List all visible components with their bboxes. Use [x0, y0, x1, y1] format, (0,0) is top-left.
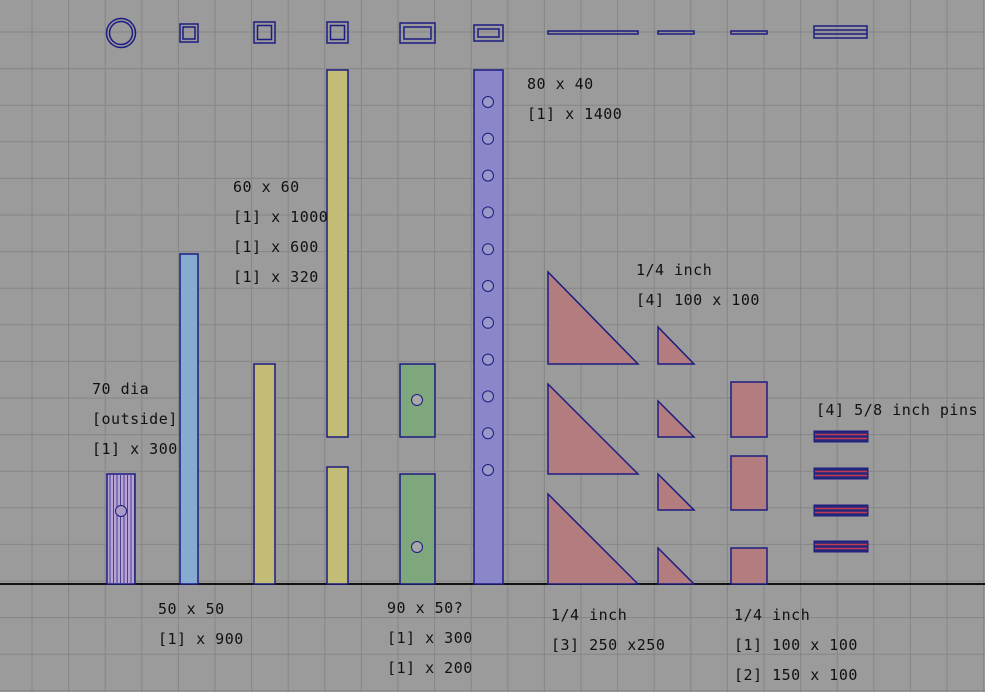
small-triangles [657, 325, 696, 585]
bar-hole [482, 206, 494, 219]
pin-4 [813, 540, 869, 553]
tube-70-dia [106, 473, 136, 585]
triangle-small-4 [657, 546, 696, 585]
plate-150x100-1 [730, 381, 768, 438]
plates-label-qty-100: [1] 100 x 100 [734, 636, 858, 654]
pin-2 [813, 467, 869, 480]
plate-square-edge-view [730, 30, 768, 35]
plates [730, 381, 768, 585]
tri-small-label-qty: [4] 100 x 100 [636, 291, 760, 309]
square-60b-cross-section [326, 21, 349, 44]
bar-hole [482, 169, 494, 182]
sq50-label-qty: [1] x 900 [158, 630, 244, 648]
tube-cross-section [105, 17, 137, 49]
bar-60x60-600 [253, 363, 276, 585]
plate-triangle-edge-view [547, 30, 639, 35]
pin-end-view [813, 25, 868, 39]
square-50-cross-section [179, 23, 199, 43]
rect90-label-size: 90 x 50? [387, 599, 464, 617]
rect90-label-qty-300: [1] x 300 [387, 629, 473, 647]
bar-hole [482, 353, 494, 366]
tube-label-size: 70 dia [92, 380, 150, 398]
plates-label-qty-150: [2] 150 x 100 [734, 666, 858, 684]
tri-large-label-qty: [3] 250 x250 [551, 636, 666, 654]
square-60-cross-section [253, 21, 276, 44]
plate-100x100 [730, 547, 768, 585]
sq60-label-qty-320: [1] x 320 [233, 268, 319, 286]
sq60-label-size: 60 x 60 [233, 178, 300, 196]
rect-80x40-cross-section [473, 24, 504, 42]
bar-50x50-900 [179, 253, 199, 585]
bar-hole [482, 132, 494, 145]
cross-section-row [105, 17, 868, 49]
plate-150x100-2 [730, 455, 768, 511]
pins-5-8-inch [813, 430, 869, 553]
tube-label-qty: [1] x 300 [92, 440, 178, 458]
tri-small-label-thickness: 1/4 inch [636, 261, 713, 279]
bar-hole [482, 280, 494, 292]
sq50-label-size: 50 x 50 [158, 600, 225, 618]
bar-90x50-300 [399, 473, 436, 585]
plate-small-triangle-edge-view [657, 30, 695, 35]
rect90-label-qty-200: [1] x 200 [387, 659, 473, 677]
triangle-large-1 [547, 270, 640, 365]
triangle-large-3 [547, 492, 640, 585]
bar-hole [482, 390, 494, 403]
bar-60x60-320 [326, 466, 349, 585]
bar-hole [482, 316, 494, 329]
bar-hole [482, 427, 494, 440]
bar-60x60-1000 [326, 69, 349, 438]
triangle-small-3 [657, 472, 696, 511]
tri-large-label-thickness: 1/4 inch [551, 606, 628, 624]
triangle-small-1 [657, 325, 696, 365]
tube-label-note: [outside] [92, 410, 178, 428]
large-triangles [547, 270, 640, 585]
triangle-large-2 [547, 382, 640, 475]
pin-1 [813, 430, 869, 443]
pins-label: [4] 5/8 inch pins [816, 401, 979, 419]
rect80-label-qty: [1] x 1400 [527, 105, 623, 123]
pin-3 [813, 504, 869, 517]
rect80-label-size: 80 x 40 [527, 75, 594, 93]
sq60-label-qty-600: [1] x 600 [233, 238, 319, 256]
sq60-label-qty-1000: [1] x 1000 [233, 208, 329, 226]
bar-hole [482, 96, 494, 108]
triangle-small-2 [657, 399, 696, 438]
bar-hole [482, 243, 494, 256]
rect-90x50-cross-section [399, 22, 436, 44]
plates-label-thickness: 1/4 inch [734, 606, 811, 624]
bar-80x40-1400 [473, 69, 504, 585]
bar-90x50-200 [399, 363, 436, 438]
tube-hole [115, 505, 127, 517]
bar-hole [482, 464, 494, 476]
